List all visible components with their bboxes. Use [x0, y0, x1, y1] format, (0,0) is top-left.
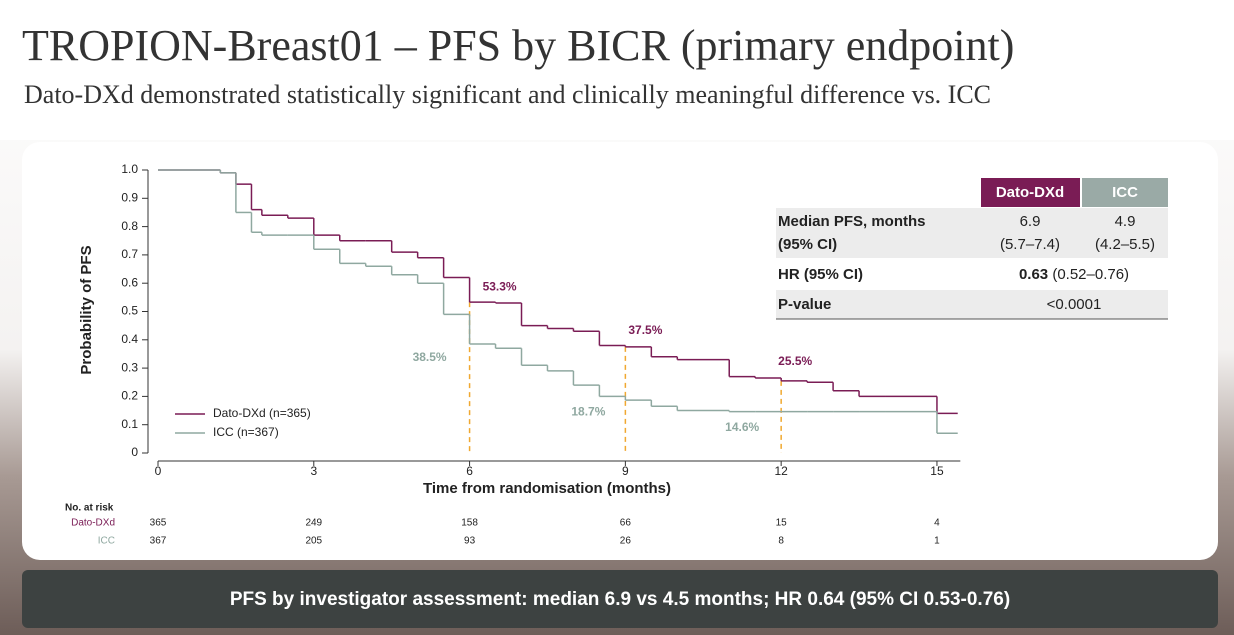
cell-rest: (0.52–0.76): [1048, 266, 1129, 283]
risk-row-name: ICC: [98, 536, 115, 547]
legend-label: Dato-DXd (n=365): [213, 406, 311, 420]
risk-value: 26: [620, 536, 632, 547]
x-tick-label: 15: [930, 464, 944, 478]
row-label: P-value: [778, 296, 831, 313]
cell: (5.7–7.4): [1000, 236, 1060, 253]
y-tick-label: 0.4: [121, 332, 138, 346]
risk-value: 158: [461, 518, 478, 529]
risk-value: 205: [305, 536, 322, 547]
risk-value: 365: [150, 518, 167, 529]
risk-value: 66: [620, 518, 632, 529]
risk-value: 8: [778, 536, 784, 547]
y-tick-label: 0.6: [121, 275, 138, 289]
risk-value: 1: [934, 536, 940, 547]
header-cell: [1082, 178, 1168, 207]
annotation: 53.3%: [483, 279, 517, 293]
x-tick-label: 9: [622, 464, 629, 478]
risk-title: No. at risk: [65, 503, 114, 514]
title: TROPION-Breast01 – PFS by BICR (primary …: [22, 21, 1014, 70]
y-tick-label: 0.2: [121, 389, 138, 403]
cell: 6.9: [1020, 213, 1041, 230]
row-bg: [776, 290, 1168, 319]
table-header: Dato-DXd: [996, 184, 1064, 201]
y-tick-label: 0.3: [121, 360, 138, 374]
annotation: 38.5%: [413, 350, 447, 364]
risk-value: 4: [934, 518, 940, 529]
summary-table: Dato-DXd ICC Median PFS, months (95% CI)…: [776, 178, 1168, 320]
risk-value: 15: [776, 518, 788, 529]
row-bg: [776, 208, 1168, 258]
legend-label: ICC (n=367): [213, 425, 279, 439]
x-tick-label: 12: [774, 464, 788, 478]
annotation: 14.6%: [725, 420, 759, 434]
y-tick-label: 0: [131, 445, 138, 459]
y-tick-label: 0.1: [121, 417, 138, 431]
risk-value: 367: [150, 536, 167, 547]
header-bg: [0, 0, 1234, 140]
cell-bold: 0.63: [1019, 266, 1048, 283]
row-label: (95% CI): [778, 236, 837, 253]
y-tick-label: 0.5: [121, 304, 138, 318]
annotation: 18.7%: [571, 404, 605, 418]
y-tick-label: 0.7: [121, 247, 138, 261]
annotation: 25.5%: [778, 354, 812, 368]
row-label: Median PFS, months: [778, 213, 926, 230]
y-tick-label: 1.0: [121, 162, 138, 176]
x-tick-label: 0: [155, 464, 162, 478]
subtitle: Dato-DXd demonstrated statistically sign…: [24, 80, 991, 109]
cell: (4.2–5.5): [1095, 236, 1155, 253]
row-label: HR (95% CI): [778, 266, 863, 283]
y-tick-label: 0.8: [121, 219, 138, 233]
y-tick-label: 0.9: [121, 190, 138, 204]
footer-bar: [22, 570, 1218, 628]
y-axis-label: Probability of PFS: [78, 245, 95, 374]
risk-value: 93: [464, 536, 476, 547]
table-header: ICC: [1112, 184, 1138, 201]
cell: 4.9: [1115, 213, 1136, 230]
cell: 0.63 (0.52–0.76): [1019, 266, 1129, 283]
header-cell: [981, 178, 1080, 207]
annotation: 37.5%: [628, 323, 662, 337]
x-tick-label: 3: [310, 464, 317, 478]
cell: <0.0001: [1047, 296, 1102, 313]
footer-text: PFS by investigator assessment: median 6…: [230, 589, 1010, 610]
x-tick-label: 6: [466, 464, 473, 478]
risk-value: 249: [305, 518, 322, 529]
x-axis-label: Time from randomisation (months): [423, 480, 671, 497]
risk-row-name: Dato-DXd: [71, 518, 115, 529]
